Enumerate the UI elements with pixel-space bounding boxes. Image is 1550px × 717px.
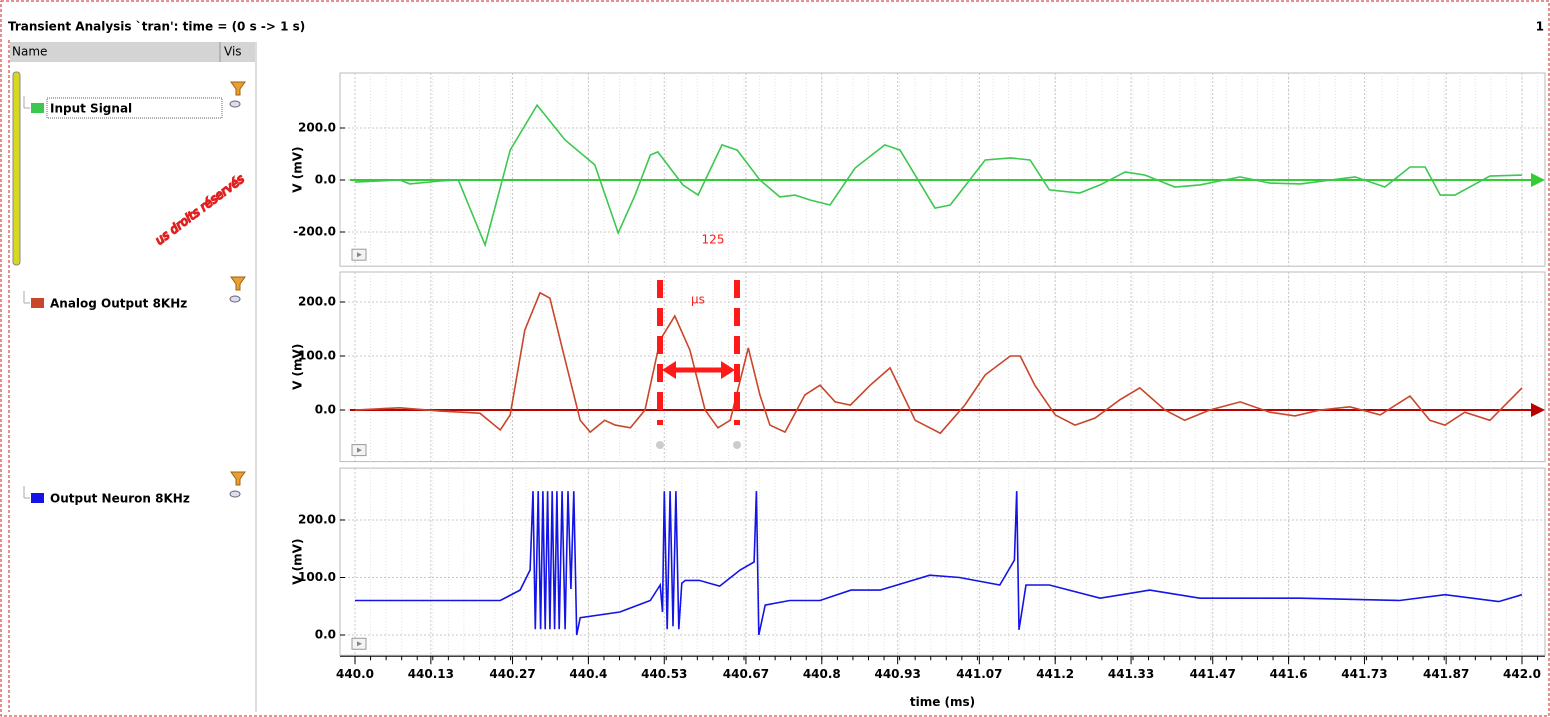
visibility-icon	[229, 100, 241, 108]
filter-icon	[230, 471, 246, 486]
x-tick-label: 440.93	[874, 667, 920, 681]
play-icon	[357, 252, 362, 258]
y-tick-label: -200.0	[293, 225, 336, 239]
signal-line	[355, 491, 1523, 636]
x-tick-label: 440.0	[336, 667, 374, 681]
x-axis-label: time (ms)	[910, 695, 975, 709]
x-tick-label: 440.4	[569, 667, 607, 681]
x-tick-label: 441.07	[956, 667, 1002, 681]
signal-swatch	[31, 103, 44, 113]
signal-swatch	[31, 298, 44, 308]
x-tick-label: 440.13	[408, 667, 454, 681]
y-tick-label: 100.0	[298, 349, 336, 363]
cursor-dot	[656, 441, 664, 449]
signal-line	[354, 103, 1523, 248]
y-tick-label: 200.0	[298, 121, 336, 135]
x-tick-label: 441.6	[1270, 667, 1308, 681]
y-axis-label: V (mV)	[291, 146, 305, 192]
plots: -200.0 0.0 200.0 V (mV) 0.0 100.0 200.0 V (mV) 0…	[291, 72, 1546, 709]
visibility-icon	[229, 295, 241, 303]
window-number: 1	[1536, 20, 1544, 34]
x-tick-label: 441.87	[1423, 667, 1469, 681]
signal-line	[354, 291, 1523, 435]
plot-frame	[339, 72, 1546, 267]
x-tick-label: 441.73	[1341, 667, 1387, 681]
play-icon	[357, 447, 362, 453]
signal-rows: Input Signal Analog Output 8KHz Output Neu…	[23, 81, 246, 506]
column-name: Name	[12, 45, 47, 59]
x-tick-label: 440.27	[489, 667, 535, 681]
x-tick-label: 440.8	[803, 667, 841, 681]
filter-icon	[230, 81, 246, 96]
panel-header	[10, 42, 255, 62]
play-icon	[357, 641, 362, 647]
x-tick-label: 441.2	[1036, 667, 1074, 681]
zero-arrow	[1531, 403, 1545, 417]
selection-box[interactable]	[46, 97, 223, 119]
y-tick-label: 200.0	[298, 295, 336, 309]
y-axis-label: V (mV)	[291, 344, 305, 390]
zero-arrow	[1531, 173, 1545, 187]
y-tick-label: 0.0	[315, 173, 336, 187]
interval-unit: μs	[691, 293, 705, 307]
x-tick-label: 441.47	[1190, 667, 1236, 681]
y-tick-label: 100.0	[298, 570, 336, 584]
y-axis-label: V (mV)	[291, 539, 305, 585]
filter-icon	[230, 276, 246, 291]
signal-name: Input Signal	[50, 102, 132, 116]
y-tick-label: 0.0	[315, 627, 336, 641]
y-tick-label: 0.0	[315, 403, 336, 417]
y-tick-label: 200.0	[298, 512, 336, 526]
measurement: 125 μs	[656, 233, 741, 449]
column-vis: Vis	[224, 45, 242, 59]
group-bar	[12, 71, 21, 266]
signal-name: Analog Output 8KHz	[50, 297, 187, 311]
window-title: Transient Analysis `tran': time = (0 s -…	[8, 20, 305, 34]
interval-value: 125	[702, 233, 725, 247]
arrow-head	[721, 361, 735, 379]
x-tick-label: 440.67	[723, 667, 769, 681]
cursor-dot	[733, 441, 741, 449]
signal-name: Output Neuron 8KHz	[50, 492, 190, 506]
visibility-icon	[229, 490, 241, 498]
x-tick-label: 441.33	[1108, 667, 1154, 681]
x-tick-label: 440.53	[641, 667, 687, 681]
signal-swatch	[31, 493, 44, 503]
arrow-head	[662, 361, 676, 379]
x-tick-label: 442.0	[1503, 667, 1541, 681]
